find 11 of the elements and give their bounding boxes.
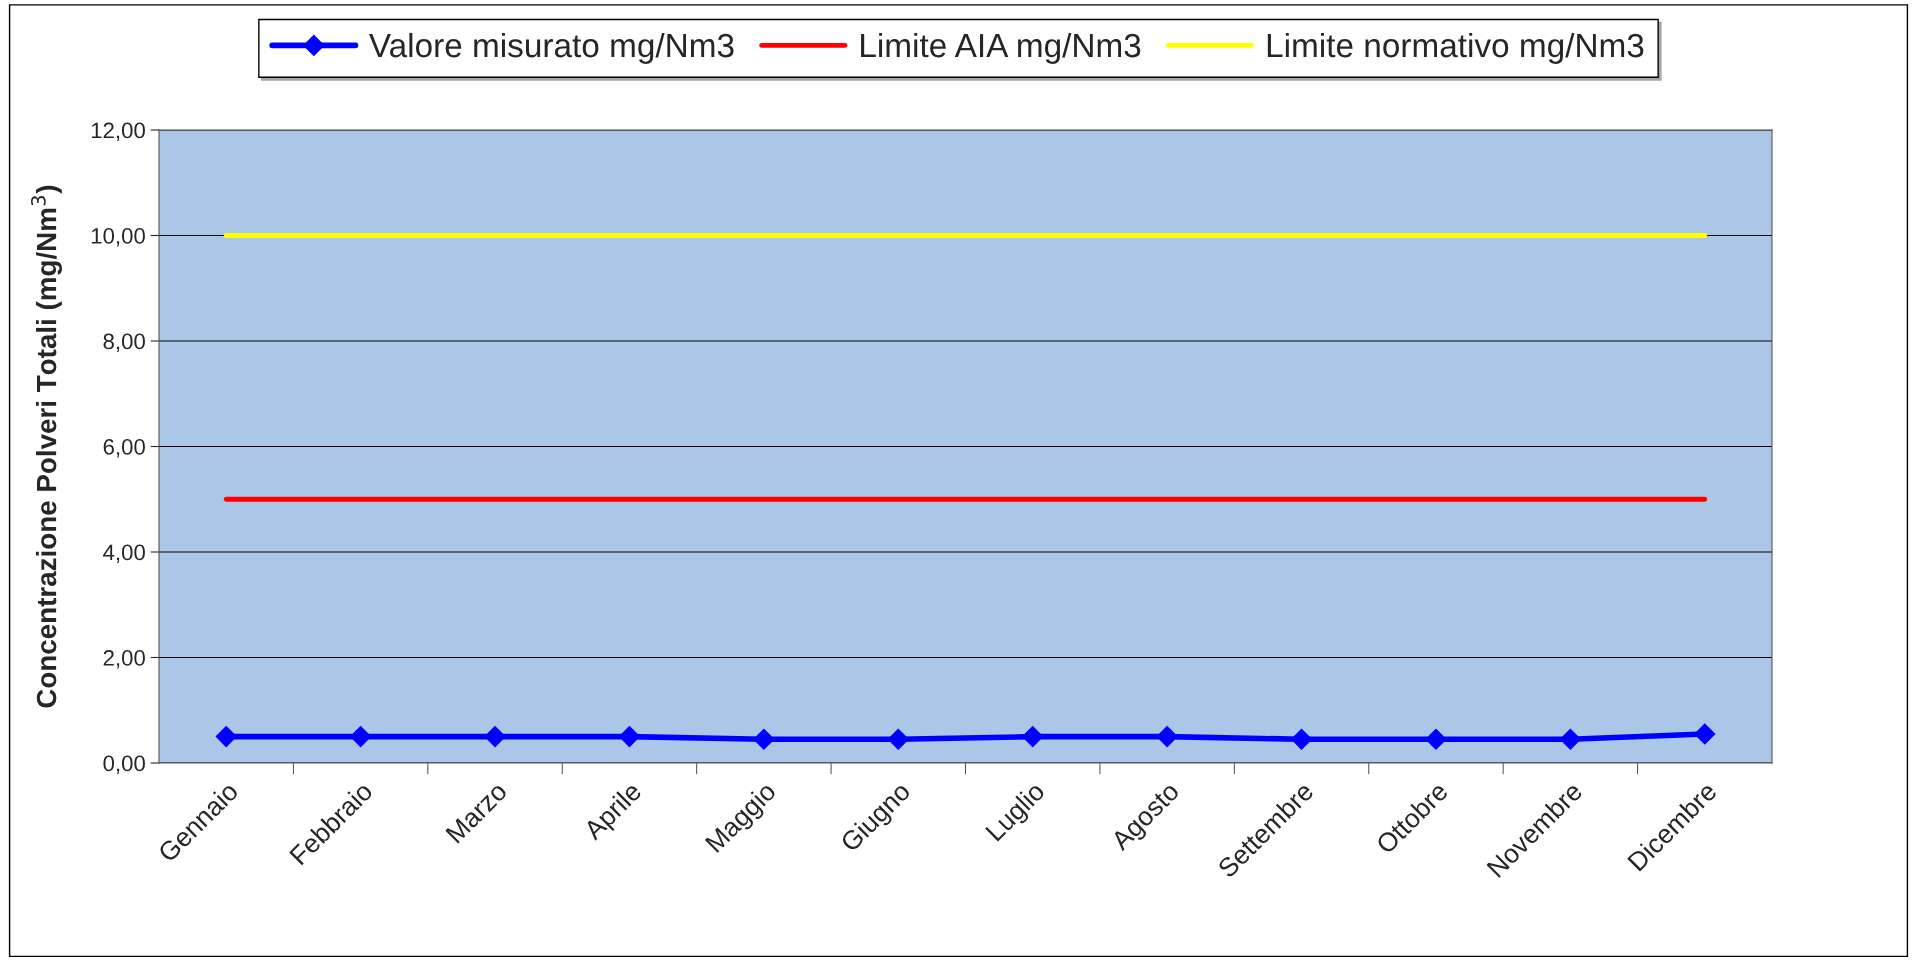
y-tick-label: 12,00 [91,122,145,141]
y-tick-label: 4,00 [103,544,145,563]
legend-label: Limite AIA mg/Nm3 [861,32,1141,64]
y-axis-title: Concentrazione Polveri Totali (mg/Nm$^{3}$) [31,185,62,708]
legend-label: Limite normativo mg/Nm3 [1267,32,1644,64]
y-tick-label: 6,00 [103,439,145,458]
y-tick-label: 0,00 [103,755,145,774]
legend-label: Valore misurato mg/Nm3 [368,32,734,64]
y-tick-label: 8,00 [103,333,145,352]
y-tick-label: 2,00 [103,650,145,669]
y-tick-label: 10,00 [91,228,145,247]
